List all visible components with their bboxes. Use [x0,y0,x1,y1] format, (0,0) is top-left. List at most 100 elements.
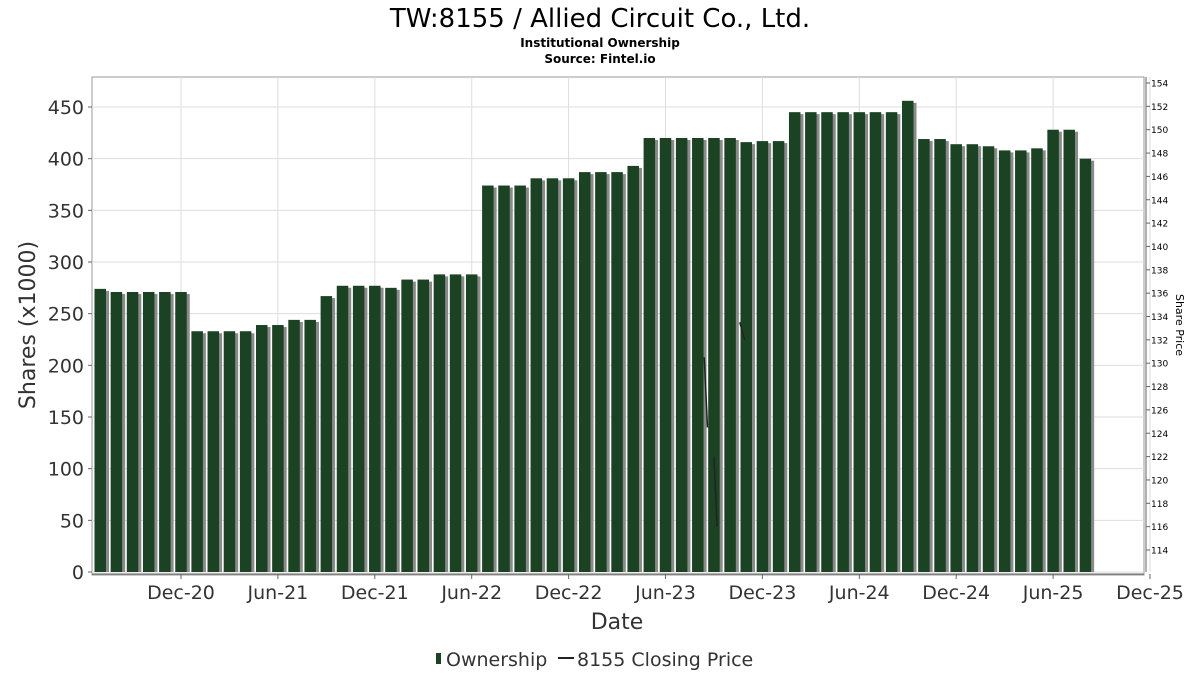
bar-16 [352,285,365,572]
bar-7 [207,331,220,572]
bar-26 [514,185,526,573]
bar-17 [369,285,381,572]
y2-axis-label: Share Price [1173,294,1186,356]
bar-5 [175,291,187,572]
x-tick-label-4: Dec-22 [535,582,603,604]
bar-57 [1015,150,1027,572]
x-tick-label-0: Dec-20 [147,582,215,604]
bar-51 [918,139,930,573]
ownership-bars [94,100,1095,573]
price-segment-0 [703,357,709,428]
bar-40 [740,142,752,572]
y2-tick-label-2: 118 [1151,500,1168,510]
bar-19 [401,279,413,572]
bar-49 [885,112,898,573]
bar-0 [94,288,106,572]
y2-tick-label-18: 150 [1151,126,1168,136]
bar-38 [708,138,720,572]
bar-23 [465,274,478,572]
legend-ownership-swatch [436,653,441,664]
y2-tick-label-15: 144 [1151,196,1168,206]
y-tick-label-2: 100 [48,459,84,481]
y-tick-label-0: 0 [72,562,84,584]
bar-1 [110,291,123,572]
bar-52 [934,139,946,573]
bar-50 [902,100,914,573]
x-tick-label-6: Dec-23 [728,582,796,604]
bar-61 [1079,158,1092,572]
y-tick-label-6: 300 [48,252,84,274]
y2-tick-label-4: 122 [1151,453,1168,463]
bar-48 [869,112,882,573]
y2-tick-label-12: 138 [1151,266,1168,276]
bar-12 [288,319,300,572]
y2-tick-label-10: 134 [1151,313,1168,323]
bar-37 [692,138,704,572]
chart-title: TW:8155 / Allied Circuit Co., Ltd. [389,4,810,34]
bar-31 [595,172,607,572]
bar-24 [482,185,494,573]
y-tick-label-8: 400 [48,149,84,171]
bar-30 [579,172,591,572]
price-line [703,322,746,527]
bar-60 [1063,129,1075,572]
bar-10 [256,325,268,572]
bar-11 [272,325,284,572]
y-axis: 0 50 100 150 200 250 300 350 400 450 [48,97,92,584]
y2-tick-label-19: 152 [1151,103,1168,113]
y2-tick-label-7: 128 [1151,383,1168,393]
y2-tick-label-8: 130 [1151,360,1168,370]
legend-price-label: 8155 Closing Price [577,649,753,671]
y-tick-label-4: 200 [48,355,84,377]
bar-55 [982,146,995,572]
bar-53 [950,144,962,572]
bar-46 [837,112,849,573]
y-tick-label-9: 450 [48,97,84,119]
x-tick-label-2: Dec-21 [341,582,409,604]
y-tick-label-7: 350 [48,200,84,222]
bar-28 [546,178,559,573]
y2-tick-label-17: 148 [1151,150,1168,160]
y-axis-label: Shares (x1000) [16,241,41,409]
x-axis: Dec-20 Jun-21 Dec-21 Jun-22 Dec-22 Jun-23 Dec-… [92,573,1184,604]
x-tick-label-1: Jun-21 [247,582,309,604]
x-axis-label: Date [591,610,644,635]
legend: Ownership 8155 Closing Price [436,649,753,671]
bar-13 [304,319,316,572]
bar-29 [562,178,575,573]
bar-47 [853,112,866,573]
price-segment-2 [739,322,746,341]
bar-39 [724,138,736,572]
chart-subtitle: Institutional Ownership [520,36,680,50]
bar-42 [772,141,785,572]
bar-45 [821,112,833,573]
y2-tick-label-0: 114 [1151,547,1168,557]
bar-9 [239,331,252,572]
bar-15 [336,285,349,572]
bar-3 [142,291,155,572]
bar-54 [966,144,979,572]
bar-33 [627,165,639,572]
bar-34 [643,138,656,572]
legend-ownership-label: Ownership [446,649,547,671]
x-tick-label-7: Jun-24 [828,582,890,604]
bar-58 [1031,148,1043,573]
bar-43 [788,112,801,573]
bar-21 [433,274,446,572]
bar-18 [385,287,397,572]
bar-8 [223,331,236,572]
bar-41 [756,141,769,572]
x-tick-label-8: Dec-24 [922,582,990,604]
bar-56 [998,150,1011,572]
bar-44 [805,112,817,573]
bar-25 [498,185,510,573]
bar-6 [191,331,203,572]
y2-tick-label-5: 124 [1151,430,1168,440]
chart-source: Source: Fintel.io [544,52,655,66]
y-tick-label-5: 250 [48,304,84,326]
bar-59 [1047,129,1059,572]
y2-tick-label-20: 154 [1151,80,1168,90]
x-tick-label-5: Jun-23 [634,582,696,604]
y2-tick-label-9: 132 [1151,336,1168,346]
